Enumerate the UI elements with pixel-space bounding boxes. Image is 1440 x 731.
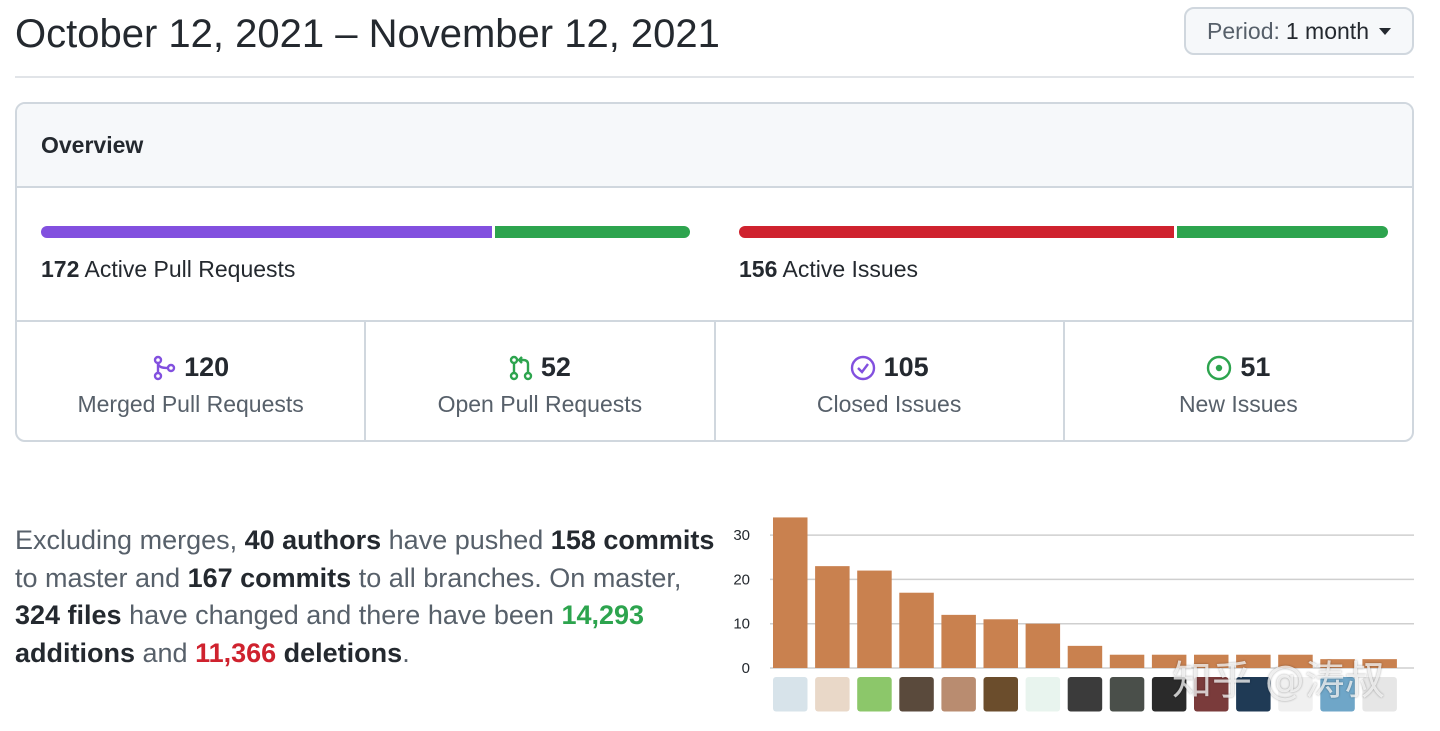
period-select-button[interactable]: Period: 1 month [1184,7,1414,55]
avatar[interactable] [1362,677,1397,712]
authors-count: 40 authors [244,525,382,555]
watermark: 知乎 @涛叔 [1172,658,1385,704]
y-tick-label: 30 [733,527,750,544]
overview-title: Overview [41,132,144,158]
files-count: 324 files [15,600,122,630]
open-pull-requests-stat[interactable]: 52 Open Pull Requests [366,322,716,440]
contributor-bar[interactable] [1236,654,1271,668]
avatar[interactable] [1194,677,1229,712]
summary-text: have changed and there have been [121,600,562,630]
new-segment [1177,226,1388,238]
summary-text: Excluding merges, [15,525,245,555]
new-count: 51 [1240,352,1271,382]
open-label: Open Pull Requests [437,391,643,417]
merged-pull-requests-stat[interactable]: 120 Merged Pull Requests [17,322,367,440]
open-segment [495,226,690,238]
summary-text: to master and [15,562,188,593]
merged-count: 120 [184,352,230,382]
period-value: 1 month [1285,17,1369,44]
avatar[interactable] [1109,677,1145,712]
issue-closed-icon [850,355,876,381]
contributors-bar-chart: 0 10 20 30 [733,517,1414,712]
contributor-bar[interactable] [815,566,850,668]
contributor-bar[interactable] [1109,654,1145,668]
caret-down-icon [1378,27,1391,35]
contributor-bar[interactable] [1320,659,1355,668]
period-label: Period: [1207,17,1280,44]
new-issues-stat[interactable]: 51 New Issues [1065,322,1412,440]
open-count: 52 [540,352,571,382]
active-issues-link[interactable]: 156 Active Issues [739,256,918,283]
closed-issues-stat[interactable]: 105 Closed Issues [716,322,1065,440]
deletions-word: deletions [276,637,403,668]
additions-word: additions [15,637,135,668]
avatar[interactable] [1151,677,1187,712]
contributor-bar[interactable] [1151,654,1187,668]
overview-panel: Overview 172 Active Pull Requests 156 Ac… [15,102,1414,442]
deletions-count: 11,366 [195,637,277,668]
avatar[interactable] [1278,677,1313,712]
contributor-bar[interactable] [1194,654,1229,668]
contributor-bar[interactable] [857,570,892,668]
contributor-bar[interactable] [1278,654,1313,668]
avatar[interactable] [1067,677,1103,712]
header: October 12, 2021 – November 12, 2021 Per… [15,0,1414,78]
summary-text: have pushed [381,525,551,555]
summary-text: to all branches. On master, [351,562,682,593]
active-issues-label: Active Issues [782,256,919,282]
merged-label: Merged Pull Requests [77,391,304,417]
active-pull-requests-label: Active Pull Requests [84,256,296,282]
git-merge-icon [152,355,176,381]
active-pull-requests-count: 172 [41,256,80,282]
new-label: New Issues [1178,391,1298,417]
contributor-bar[interactable] [1362,659,1397,668]
contributor-bar[interactable] [1025,623,1061,668]
avatar[interactable] [1320,677,1355,712]
contributor-bar[interactable] [941,614,976,668]
closed-label: Closed Issues [816,391,962,417]
avatar[interactable] [773,677,808,712]
merged-segment [41,226,492,238]
commits-master-count: 158 commits [550,525,715,555]
commit-summary: Excluding merges, 40 authors have pushed… [15,522,715,672]
git-pull-request-icon [509,355,533,381]
y-tick-label: 20 [733,571,750,588]
summary-text: . [402,637,410,668]
pull-requests-progress-bar[interactable] [41,226,690,238]
avatar[interactable] [983,677,1019,712]
closed-segment [739,226,1174,238]
avatar[interactable] [857,677,892,712]
additions-count: 14,293 [561,600,645,630]
issues-progress-bar[interactable] [739,226,1388,238]
commits-all-count: 167 commits [187,562,352,593]
avatar[interactable] [1025,677,1061,712]
contributor-bar[interactable] [1067,645,1103,668]
contributor-bar[interactable] [773,517,808,668]
avatar[interactable] [815,677,850,712]
active-pull-requests-link[interactable]: 172 Active Pull Requests [41,256,295,283]
issue-opened-icon [1206,355,1232,381]
y-tick-label: 10 [733,616,750,633]
y-tick-label: 0 [742,660,750,677]
closed-count: 105 [883,352,929,382]
avatar[interactable] [1236,677,1271,712]
contributor-bar[interactable] [983,619,1019,668]
summary-text: and [135,637,196,668]
avatar[interactable] [941,677,976,712]
avatar[interactable] [899,677,934,712]
active-issues-count: 156 [739,256,778,282]
overview-header: Overview [17,104,1412,188]
date-range-title: October 12, 2021 – November 12, 2021 [15,12,720,56]
contributor-bar[interactable] [899,592,934,668]
stats-row: 120 Merged Pull Requests 52 Open Pull Re… [17,320,1412,440]
